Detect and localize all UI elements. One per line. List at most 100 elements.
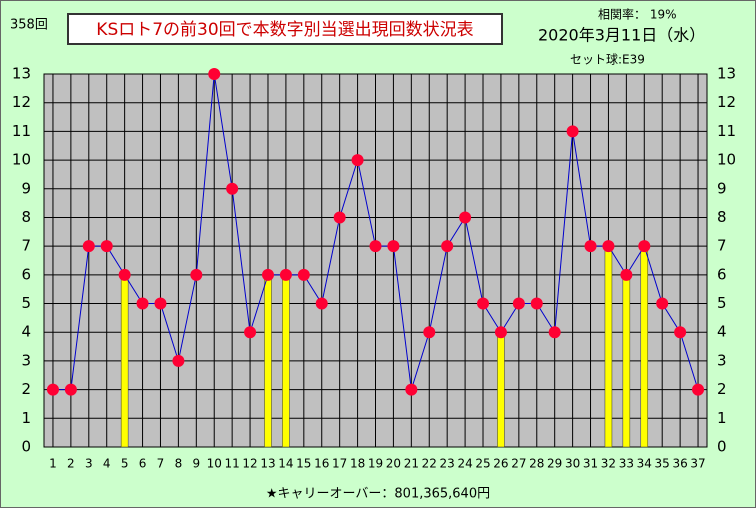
point — [423, 326, 436, 339]
point — [333, 211, 346, 224]
y-tick-label: 5 — [21, 294, 31, 312]
point — [459, 211, 472, 224]
point — [172, 354, 185, 367]
point — [244, 326, 257, 339]
y-tick-label: 7 — [21, 237, 31, 255]
point — [584, 240, 597, 253]
y2-tick-label: 0 — [717, 438, 727, 456]
x-tick-label: 21 — [404, 457, 419, 471]
x-tick-label: 35 — [655, 457, 670, 471]
point — [692, 383, 705, 396]
point — [441, 240, 454, 253]
x-tick-label: 11 — [225, 457, 240, 471]
x-tick-label: 26 — [493, 457, 508, 471]
bar — [120, 274, 129, 448]
x-tick-label: 9 — [192, 457, 200, 471]
y2-tick-label: 8 — [717, 208, 727, 226]
bar — [264, 274, 272, 448]
y2-tick-label: 2 — [717, 380, 727, 398]
y2-tick-label: 6 — [717, 265, 727, 283]
y-tick-label: 1 — [21, 409, 31, 427]
y2-tick-label: 5 — [717, 294, 727, 312]
x-tick-label: 8 — [175, 457, 183, 471]
x-tick-label: 34 — [637, 457, 652, 471]
x-tick-label: 6 — [139, 457, 147, 471]
x-tick-label: 27 — [511, 457, 526, 471]
point — [638, 240, 651, 253]
correlation: 相関率： 19% — [598, 7, 677, 22]
y-tick-label: 13 — [12, 65, 31, 83]
point — [136, 297, 149, 310]
point — [387, 240, 400, 253]
y-tick-label: 6 — [21, 265, 31, 283]
point — [261, 268, 274, 281]
y2-tick-label: 9 — [717, 179, 727, 197]
y2-tick-label: 1 — [717, 409, 727, 427]
y-tick-label: 8 — [21, 208, 31, 226]
point — [118, 268, 131, 281]
x-tick-label: 29 — [547, 457, 562, 471]
date: 2020年3月11日（水） — [538, 26, 705, 45]
y2-tick-label: 3 — [717, 351, 727, 369]
x-tick-label: 30 — [565, 457, 580, 471]
x-tick-label: 12 — [242, 457, 257, 471]
x-tick-label: 31 — [583, 457, 598, 471]
x-tick-label: 25 — [475, 457, 490, 471]
bar — [282, 274, 290, 448]
point — [154, 297, 167, 310]
x-tick-label: 15 — [296, 457, 311, 471]
point — [620, 268, 633, 281]
y-tick-label: 12 — [12, 93, 31, 111]
point — [190, 268, 203, 281]
draw-number: 358回 — [10, 18, 48, 33]
x-tick-label: 36 — [672, 457, 687, 471]
bar — [640, 245, 649, 448]
carryover: ★キャリーオーバー：801,365,640円 — [266, 487, 490, 502]
y-tick-label: 3 — [21, 351, 31, 369]
y2-tick-label: 7 — [717, 237, 727, 255]
point — [369, 240, 382, 253]
x-tick-label: 10 — [207, 457, 222, 471]
y-tick-label: 9 — [21, 179, 31, 197]
y2-tick-label: 13 — [717, 65, 736, 83]
point — [226, 182, 239, 195]
bar — [622, 274, 631, 448]
point — [548, 326, 561, 339]
x-tick-label: 14 — [278, 457, 293, 471]
x-tick-label: 7 — [157, 457, 165, 471]
x-tick-label: 1 — [49, 457, 57, 471]
y-tick-label: 10 — [12, 151, 31, 169]
x-tick-label: 5 — [121, 457, 129, 471]
set-ball: セット球:E39 — [570, 53, 645, 67]
point — [656, 297, 669, 310]
point — [351, 154, 364, 167]
x-tick-label: 24 — [457, 457, 472, 471]
bar — [497, 331, 505, 448]
x-tick-label: 28 — [529, 457, 544, 471]
bar — [604, 245, 613, 448]
x-tick-label: 16 — [314, 457, 329, 471]
point — [315, 297, 328, 310]
point — [512, 297, 525, 310]
title-box — [67, 13, 503, 45]
y-tick-label: 2 — [21, 380, 31, 398]
x-tick-label: 18 — [350, 457, 365, 471]
point — [405, 383, 418, 396]
y2-tick-label: 10 — [717, 151, 736, 169]
y2-tick-label: 11 — [717, 122, 736, 140]
x-tick-label: 20 — [386, 457, 401, 471]
point — [494, 326, 507, 339]
y-tick-label: 11 — [12, 122, 31, 140]
x-tick-label: 17 — [332, 457, 347, 471]
point — [279, 268, 292, 281]
x-tick-label: 13 — [260, 457, 275, 471]
point — [208, 68, 221, 80]
x-tick-label: 33 — [619, 457, 634, 471]
y-tick-label: 0 — [21, 438, 31, 456]
point — [566, 125, 579, 138]
point — [46, 383, 59, 396]
x-tick-label: 37 — [690, 457, 705, 471]
x-tick-label: 32 — [601, 457, 616, 471]
